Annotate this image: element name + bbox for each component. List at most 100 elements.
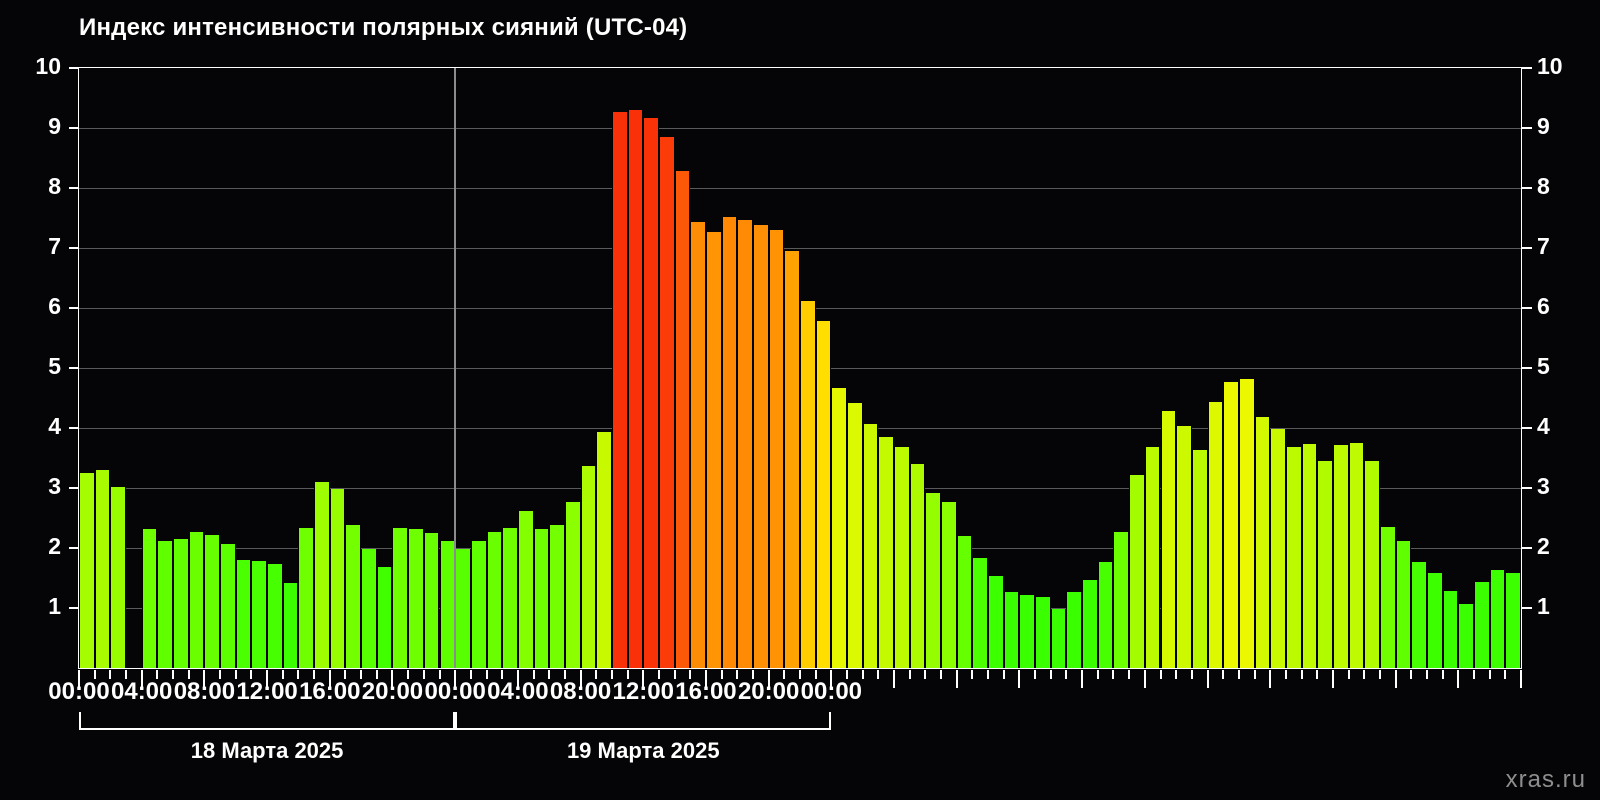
bar [1066,592,1083,668]
bar [972,558,989,668]
x-tick-minor [736,670,739,679]
bar [1191,450,1208,668]
y-axis-label-9: 9 [1537,113,1550,139]
y-axis-label-2: 2 [1537,533,1550,559]
y-tick-10 [1522,67,1532,69]
x-tick-major [1520,670,1522,688]
y-tick-4 [1522,427,1532,429]
x-tick-major [1143,670,1146,688]
x-tick-major [1331,670,1334,688]
y-axis-label-7: 7 [48,233,61,259]
bar [329,488,346,668]
bar [423,533,440,668]
bar [220,544,236,668]
bar [1395,540,1412,668]
bar [941,501,957,668]
bar [533,529,550,668]
x-tick-major [767,670,770,688]
y-tick-1 [1522,607,1532,609]
x-tick-minor [501,670,504,679]
bar [1160,410,1177,668]
bar [376,566,393,668]
day-bracket [455,712,832,730]
y-tick-9 [69,127,79,129]
x-tick-major [1081,670,1084,688]
x-tick-minor [1159,670,1162,679]
bar [737,220,753,668]
y-tick-5 [69,367,79,369]
x-tick-minor [250,670,253,679]
x-tick-minor [1410,670,1413,679]
bar [1207,401,1224,668]
x-tick-minor [1347,670,1350,679]
bar [1097,562,1114,668]
y-tick-6 [1522,307,1532,309]
x-tick-minor [93,670,96,679]
x-tick-minor [1488,670,1491,679]
y-tick-9 [1522,127,1532,129]
x-tick-minor [1065,670,1068,679]
x-tick-minor [783,670,786,679]
x-axis-label: 08:00 [173,678,236,705]
bar [1019,595,1036,668]
bar [674,170,691,668]
x-tick-major [893,670,896,688]
bar [800,300,816,668]
y-axis-label-1: 1 [48,593,61,619]
x-tick-minor [971,670,974,679]
bar [502,528,518,668]
x-tick-major [328,670,331,688]
bar [643,118,659,668]
x-tick-minor [1222,670,1225,679]
x-tick-minor [1284,670,1287,679]
x-tick-minor [422,670,425,679]
bar [1223,381,1239,668]
x-tick-major [1269,670,1272,688]
x-tick-minor [1049,670,1052,679]
bar [847,403,863,668]
y-tick-1 [69,607,79,609]
x-tick-major [1457,670,1460,688]
x-tick-minor [861,670,864,679]
y-axis-label-3: 3 [48,473,61,499]
bar [1411,562,1427,668]
x-axis-label: 04:00 [487,678,549,705]
x-axis-label: 20:00 [737,678,800,705]
y-axis-label-6: 6 [48,293,61,319]
bar [564,502,581,668]
x-tick-major [391,670,394,688]
x-tick-minor [1504,670,1507,679]
bar [784,251,800,668]
y-axis-label-5: 5 [1537,353,1550,379]
bar [627,110,644,668]
y-axis-label-1: 1 [1537,593,1550,619]
x-axis-label: 20:00 [361,678,424,705]
x-tick-minor [1316,670,1319,679]
y-tick-7 [1522,247,1532,249]
x-tick-minor [940,670,943,679]
x-tick-minor [1190,670,1193,679]
bar [1489,570,1506,668]
x-tick-major [516,670,519,688]
bar [894,447,910,668]
x-tick-minor [1253,670,1256,679]
bar [1050,609,1067,668]
x-tick-minor [532,670,535,679]
bar [235,560,252,668]
x-tick-minor [375,670,378,679]
x-tick-minor [1378,670,1381,679]
x-tick-minor [219,670,222,679]
bar [79,473,95,668]
bar [1505,572,1521,668]
x-tick-minor [1472,670,1475,679]
bar [1442,591,1459,668]
y-axis-label-2: 2 [48,533,61,559]
x-tick-minor [469,670,472,679]
y-tick-3 [69,487,79,489]
x-tick-major [203,670,206,688]
y-axis-label-6: 6 [1537,293,1550,319]
bar [815,320,832,668]
x-tick-minor [109,670,112,679]
x-tick-major [140,670,143,688]
x-tick-major [78,670,80,688]
